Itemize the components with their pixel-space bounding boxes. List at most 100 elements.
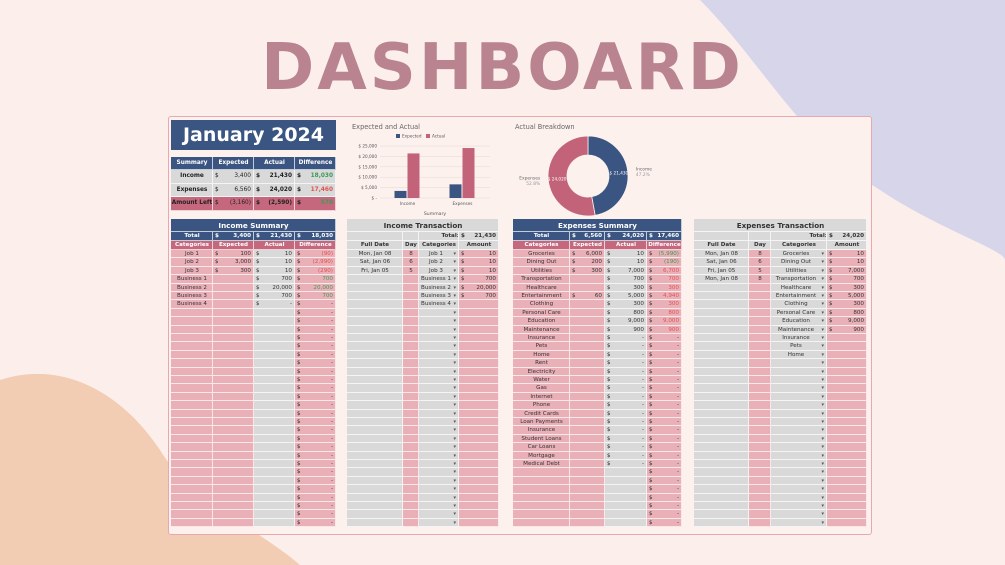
category-dropdown[interactable] [419,476,459,486]
day-cell: 5 [749,266,771,276]
category-cell: Pets [513,342,570,351]
table-title: Expenses Summary [513,219,682,232]
date-cell [347,460,403,469]
summary-header: Expected [213,157,254,170]
category-dropdown[interactable] [419,510,459,519]
amount: - [641,351,644,358]
currency-symbol: $ [215,267,219,274]
category-dropdown[interactable] [771,451,827,460]
category-dropdown[interactable] [419,502,459,511]
date-cell [694,292,749,301]
day-cell [749,325,771,334]
total-label: Total: [771,232,827,241]
category-dropdown[interactable] [771,460,827,469]
category-dropdown[interactable] [419,342,459,351]
category-dropdown[interactable] [771,359,827,368]
category-dropdown[interactable] [771,443,827,452]
category-dropdown[interactable] [771,384,827,393]
category-dropdown[interactable] [771,510,827,519]
category-dropdown[interactable]: Pets [771,342,827,351]
currency-symbol: $ [297,393,301,400]
category-cell-text: Business 1 [176,276,207,283]
category-dropdown[interactable]: Business 4 [419,300,459,309]
category-dropdown[interactable]: Maintenance [771,325,827,334]
category-dropdown[interactable] [771,401,827,410]
category-dropdown[interactable] [419,350,459,360]
category-dropdown[interactable] [419,401,459,410]
amount-cell [827,485,867,494]
category-dropdown[interactable]: Utilities [771,266,827,276]
amount-cell [570,376,605,385]
date-cell [347,451,403,460]
category-dropdown[interactable] [771,367,827,376]
category-dropdown[interactable] [771,476,827,486]
category-dropdown[interactable] [419,325,459,334]
category-dropdown[interactable] [419,434,459,444]
category-dropdown[interactable] [419,451,459,460]
category-dropdown[interactable] [419,426,459,435]
category-dropdown[interactable] [419,418,459,427]
category-dropdown[interactable]: Business 3 [419,292,459,301]
category-dropdown[interactable]: Clothing [771,300,827,309]
amount: - [330,335,333,341]
category-dropdown[interactable]: Job 2 [419,258,459,267]
category-dropdown[interactable]: Business 1 [419,275,459,284]
category-dropdown[interactable] [419,443,459,452]
category-dropdown[interactable] [771,376,827,385]
date-cell [347,426,403,435]
category-dropdown[interactable] [771,502,827,511]
category-dropdown[interactable] [419,493,459,502]
category-dropdown[interactable]: Insurance [771,334,827,343]
amount-cell [254,334,295,343]
category-dropdown[interactable]: Personal Care [771,308,827,318]
category-dropdown[interactable] [419,384,459,393]
amount-cell [254,392,295,402]
category-dropdown[interactable]: Job 1 [419,250,459,259]
category-dropdown[interactable] [419,468,459,477]
category-dropdown[interactable] [419,460,459,469]
category-dropdown[interactable] [771,392,827,402]
category-dropdown[interactable] [419,409,459,418]
category-dropdown[interactable] [771,434,827,444]
category-dropdown[interactable]: Healthcare [771,283,827,292]
category-dropdown[interactable]: Education [771,317,827,326]
category-dropdown[interactable]: Business 2 [419,283,459,292]
category-dropdown[interactable] [419,392,459,402]
category-dropdown[interactable] [419,485,459,494]
amount: (290) [317,267,333,274]
category-dropdown[interactable] [771,426,827,435]
category-dropdown[interactable]: Job 3 [419,266,459,276]
difference-cell: $700 [295,292,336,301]
difference-cell: $ - [295,401,336,410]
category-dropdown[interactable] [419,334,459,343]
category-dropdown[interactable] [419,367,459,376]
summary-header-text: Summary [176,160,208,166]
day-cell-text: 6 [758,259,762,266]
category-dropdown[interactable] [419,376,459,385]
difference-cell: $ (2,990) [295,258,336,267]
category-dropdown[interactable] [419,308,459,318]
category-dropdown[interactable]: Home [771,350,827,360]
category-dropdown[interactable] [771,485,827,494]
category-dropdown[interactable] [419,317,459,326]
category-dropdown[interactable] [771,468,827,477]
category-cell-text: Transportation [521,276,562,283]
category-dropdown[interactable] [771,418,827,427]
category-dropdown[interactable] [419,518,459,528]
currency-symbol: $ [297,360,301,367]
category-dropdown[interactable] [771,493,827,502]
category-dropdown[interactable]: Transportation [771,275,827,284]
category-dropdown[interactable] [771,409,827,418]
category-dropdown[interactable]: Groceries [771,250,827,259]
day-cell [749,392,771,402]
category-dropdown[interactable] [771,518,827,528]
category-dropdown[interactable]: Entertainment [771,292,827,301]
category-dropdown[interactable]: Dining Out [771,258,827,267]
category-dropdown[interactable] [419,359,459,368]
category-cell [513,518,570,528]
difference-cell: $ - [647,409,682,418]
amount-cell [254,443,295,452]
donut-slice [587,135,629,216]
category-cell [171,468,213,477]
amount: - [676,519,679,526]
